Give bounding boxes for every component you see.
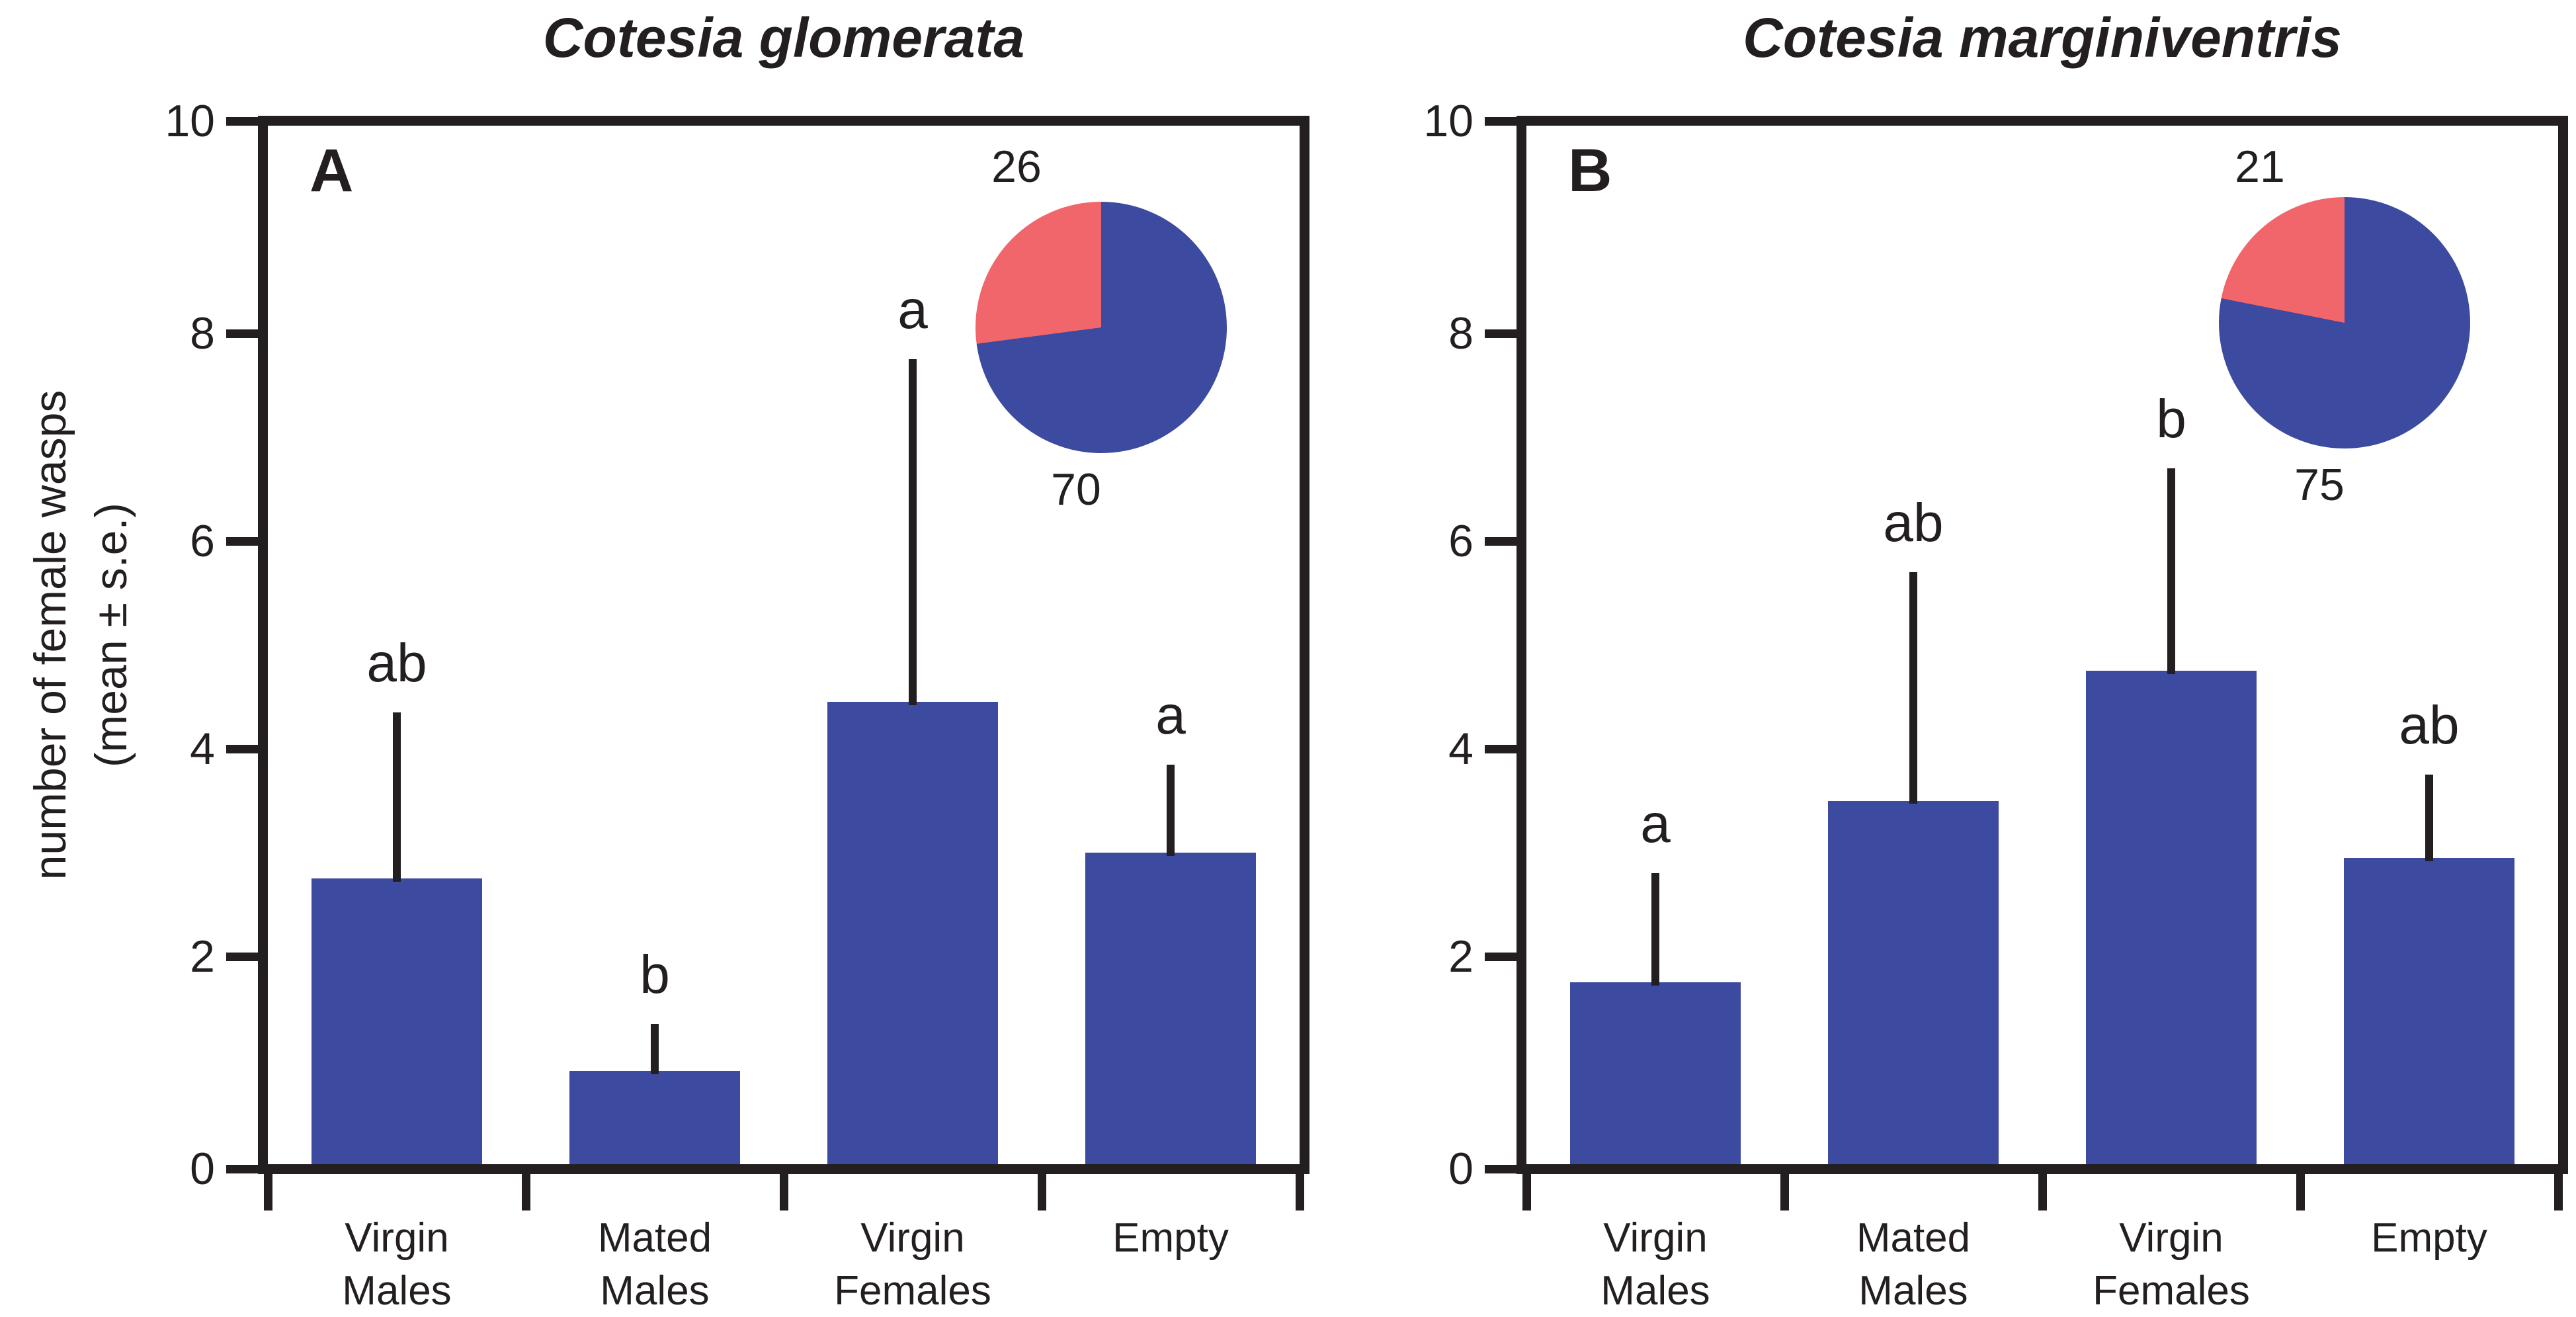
x-category-label: Empty — [2371, 1215, 2487, 1261]
bar-mated-males — [569, 1070, 740, 1164]
panel-label: A — [310, 137, 354, 204]
y-tick-label: 8 — [1448, 308, 1474, 359]
y-axis-tick — [226, 952, 258, 961]
panel-a-title: Cotesia glomerata — [542, 7, 1025, 69]
error-bar — [909, 359, 917, 706]
x-axis-tick — [263, 1174, 272, 1211]
x-axis-tick — [2554, 1174, 2563, 1211]
panel-b-title: Cotesia marginiventris — [1743, 7, 2342, 69]
pie-value-red: 21 — [2235, 142, 2285, 192]
error-bar — [393, 712, 401, 882]
bar-virgin-females — [2086, 671, 2257, 1164]
y-tick-label: 2 — [190, 931, 215, 982]
y-axis-tick — [1485, 536, 1517, 546]
error-bar — [2167, 468, 2175, 675]
x-axis-tick — [2296, 1174, 2305, 1211]
significance-letter: b — [2156, 389, 2186, 450]
significance-letter: a — [897, 280, 928, 341]
x-axis-tick — [521, 1174, 530, 1211]
pie-value-red: 26 — [991, 142, 1042, 192]
inset-pie — [2219, 197, 2470, 448]
x-category-label: Empty — [1112, 1215, 1229, 1261]
y-axis-tick — [226, 1164, 258, 1173]
significance-letter: b — [640, 945, 670, 1005]
x-category-label: Virgin Females — [834, 1215, 991, 1314]
x-axis-tick — [1295, 1174, 1304, 1211]
y-axis-tick — [226, 329, 258, 338]
significance-letter: ab — [1883, 493, 1944, 554]
pie-value-blue: 75 — [2294, 460, 2345, 510]
error-bar — [1651, 873, 1659, 986]
y-axis-tick — [226, 744, 258, 753]
error-bar — [1167, 764, 1175, 856]
panel-label: B — [1568, 137, 1612, 204]
bar-empty — [1085, 853, 1256, 1164]
bar-virgin-males — [312, 878, 482, 1164]
y-tick-label: 6 — [190, 516, 215, 566]
x-axis-tick — [1522, 1174, 1531, 1211]
error-bar — [1909, 572, 1917, 804]
x-category-label: Mated Males — [597, 1215, 712, 1314]
significance-letter: ab — [366, 633, 427, 694]
y-axis-tick — [226, 536, 258, 546]
x-axis-tick — [1780, 1174, 1789, 1211]
y-tick-label: 0 — [1448, 1144, 1474, 1194]
x-axis-tick — [1037, 1174, 1046, 1211]
significance-letter: a — [1155, 685, 1186, 745]
bar-mated-males — [1828, 800, 1999, 1164]
inset-pie — [976, 202, 1227, 453]
pie-value-blue: 70 — [1051, 464, 1101, 515]
x-category-label: Virgin Males — [342, 1215, 452, 1314]
y-axis-title-line1: number of female wasps — [25, 390, 75, 880]
y-axis-tick — [1485, 744, 1517, 753]
y-tick-label: 2 — [1448, 931, 1474, 982]
y-tick-label: 10 — [165, 96, 215, 146]
y-tick-label: 8 — [190, 308, 215, 359]
y-tick-label: 4 — [190, 724, 215, 774]
x-axis-tick — [2038, 1174, 2047, 1211]
bar-empty — [2344, 857, 2514, 1164]
y-axis-tick — [226, 116, 258, 126]
bar-virgin-males — [1570, 982, 1741, 1164]
error-bar — [2425, 775, 2433, 861]
y-tick-label: 4 — [1448, 724, 1474, 774]
x-category-label: Virgin Females — [2093, 1215, 2250, 1314]
x-category-label: Mated Males — [1856, 1215, 1971, 1314]
y-tick-label: 10 — [1423, 96, 1474, 146]
error-bar — [651, 1024, 659, 1074]
significance-letter: a — [1640, 794, 1671, 855]
x-category-label: Virgin Males — [1600, 1215, 1710, 1314]
y-axis-tick — [1485, 329, 1517, 338]
y-tick-label: 6 — [1448, 516, 1474, 566]
y-axis-tick — [1485, 952, 1517, 961]
significance-letter: ab — [2399, 695, 2460, 756]
y-axis-tick — [1485, 1164, 1517, 1173]
bar-virgin-females — [827, 702, 998, 1164]
y-tick-label: 0 — [190, 1144, 215, 1194]
x-axis-tick — [779, 1174, 788, 1211]
y-axis-tick — [1485, 116, 1517, 126]
